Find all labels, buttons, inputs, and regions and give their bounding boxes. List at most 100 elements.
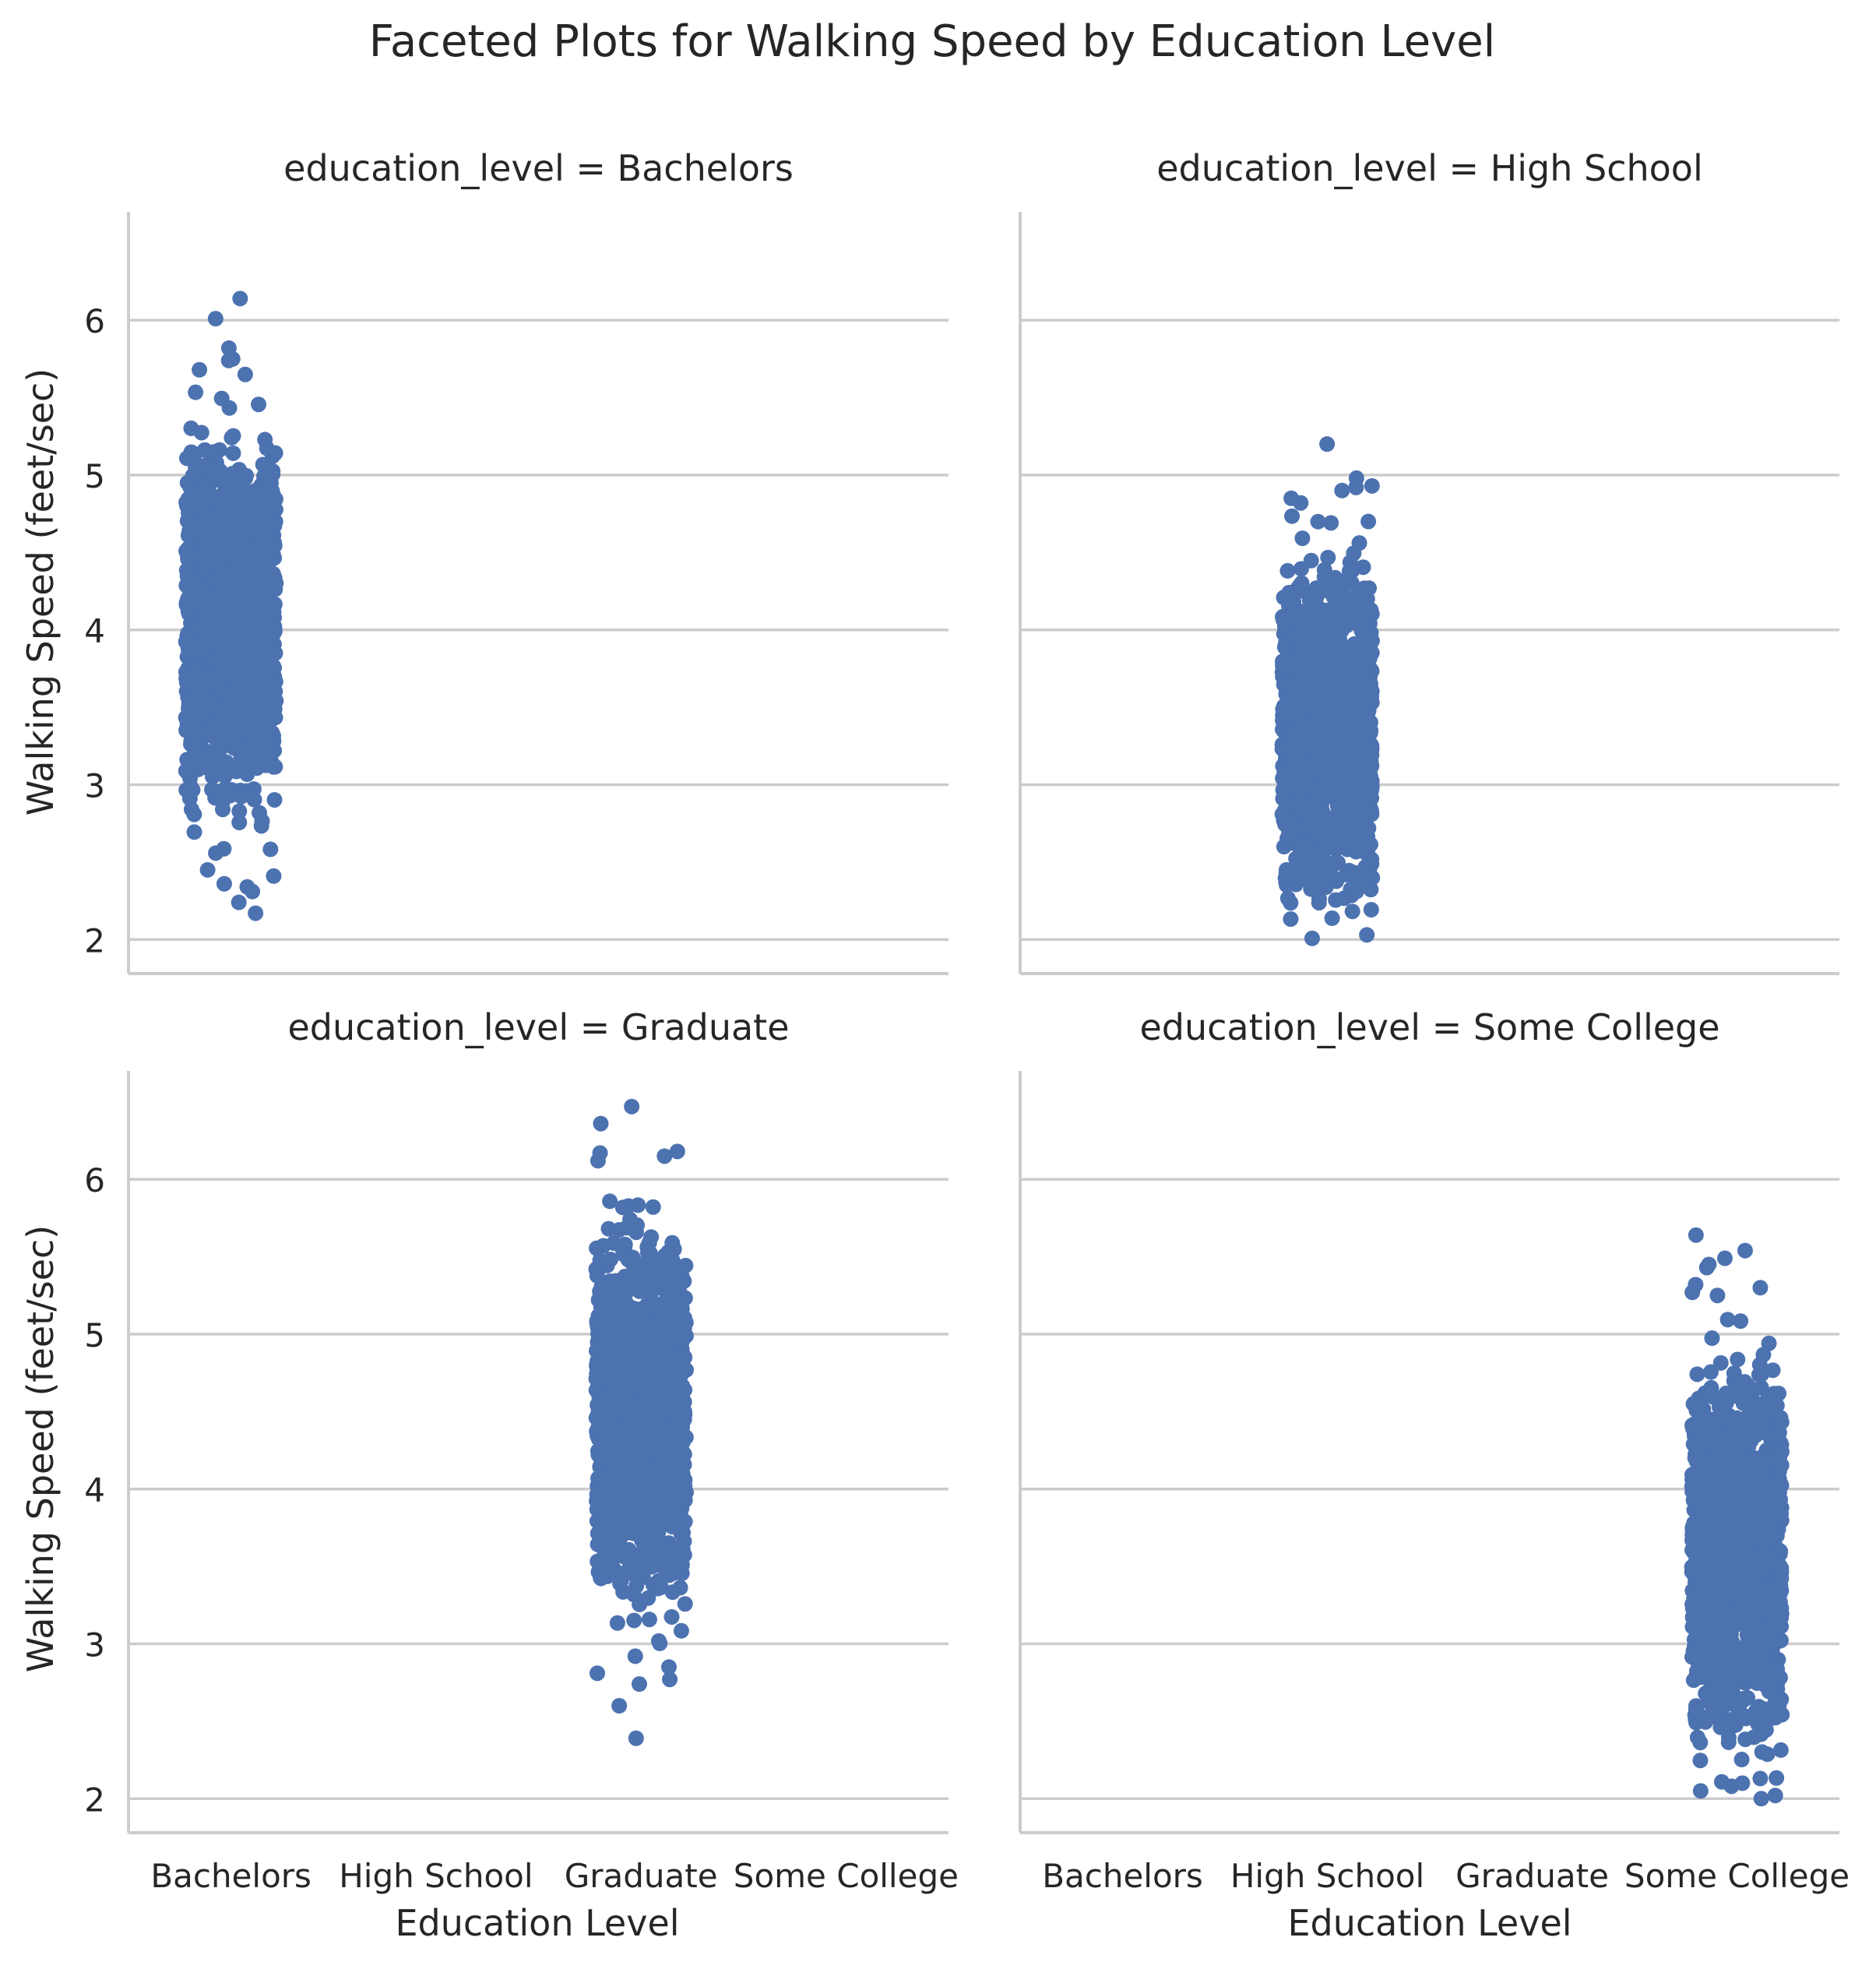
data-point [622, 1383, 639, 1400]
data-point [1319, 436, 1336, 453]
data-point [186, 824, 202, 840]
data-point [1754, 1744, 1770, 1760]
data-point [224, 466, 241, 482]
data-point [1343, 881, 1359, 897]
data-point [251, 396, 267, 413]
data-point [1364, 851, 1380, 868]
data-point [665, 1565, 681, 1581]
data-point [188, 678, 205, 694]
data-point [1325, 855, 1341, 872]
facet-panel: education_level = High School [1019, 147, 1839, 975]
data-point [1304, 822, 1321, 839]
data-point [626, 1612, 642, 1629]
data-point [245, 634, 261, 650]
data-point [1276, 655, 1292, 671]
data-point [252, 676, 268, 692]
data-point [1284, 675, 1301, 691]
data-point [1293, 785, 1309, 801]
data-point [208, 696, 224, 712]
data-point [660, 1271, 676, 1287]
data-point [637, 1486, 653, 1502]
x-tick-label: Some College [734, 1857, 959, 1895]
data-point [216, 875, 232, 892]
data-point [645, 1301, 661, 1317]
data-point [1341, 563, 1357, 579]
data-point [1279, 861, 1295, 878]
strip-points [588, 1098, 695, 1746]
data-point [1339, 702, 1356, 718]
data-point [183, 801, 199, 818]
data-point [613, 1468, 629, 1485]
strip-points [1684, 1227, 1790, 1807]
data-point [1331, 756, 1347, 773]
data-point [1345, 601, 1361, 618]
data-point [640, 1354, 656, 1371]
data-point [651, 1460, 667, 1476]
data-point [590, 1397, 606, 1413]
data-point [1298, 620, 1315, 636]
data-point [1322, 708, 1339, 724]
data-point [611, 1698, 628, 1714]
data-point [1353, 842, 1370, 858]
data-point [242, 687, 259, 703]
data-point [1320, 621, 1336, 637]
data-point [225, 445, 241, 461]
data-point [628, 1578, 645, 1594]
data-point [622, 1211, 639, 1228]
data-point [1293, 561, 1309, 577]
x-tick-label: Some College [1624, 1857, 1850, 1895]
data-point [628, 1263, 645, 1280]
data-point [1343, 819, 1359, 835]
data-point [1303, 699, 1319, 716]
data-point [1358, 682, 1374, 698]
data-point [224, 350, 241, 367]
data-point [232, 531, 248, 548]
data-point [1278, 613, 1294, 629]
data-point [646, 1316, 662, 1333]
data-point [1753, 1726, 1769, 1742]
data-point [620, 1198, 636, 1214]
data-point [196, 582, 213, 598]
data-point [1704, 1330, 1720, 1347]
data-point [641, 1235, 657, 1251]
data-point [197, 442, 213, 458]
data-point [233, 623, 249, 639]
data-point [234, 699, 251, 715]
data-point [1359, 927, 1375, 943]
data-point [674, 1297, 690, 1313]
data-point [671, 1461, 688, 1478]
data-point [259, 698, 276, 714]
data-point [592, 1252, 608, 1269]
data-point [664, 1584, 681, 1601]
data-point [182, 499, 199, 516]
data-point [640, 1590, 656, 1606]
x-tick-label: Graduate [565, 1857, 718, 1895]
data-point [1363, 901, 1379, 918]
data-point [238, 740, 254, 756]
data-point [663, 1309, 679, 1326]
data-point [266, 609, 283, 625]
data-point [216, 792, 232, 808]
data-point [205, 491, 221, 507]
data-point [188, 384, 204, 400]
data-point [608, 1506, 625, 1522]
data-point [663, 1251, 680, 1267]
data-point [262, 841, 279, 858]
data-point [192, 361, 208, 378]
data-point [678, 1257, 694, 1273]
data-point [248, 905, 264, 921]
data-point [267, 513, 283, 530]
data-point [1336, 726, 1352, 742]
data-point [1320, 872, 1336, 889]
data-point [677, 1596, 693, 1612]
data-point [193, 545, 209, 562]
data-point [628, 1730, 644, 1746]
data-point [209, 555, 225, 571]
data-point [251, 527, 267, 544]
data-point [1346, 645, 1362, 661]
data-point [182, 770, 199, 787]
data-point [598, 1368, 614, 1385]
data-point [663, 1608, 680, 1625]
data-point [1361, 660, 1378, 676]
data-point [1350, 759, 1366, 775]
